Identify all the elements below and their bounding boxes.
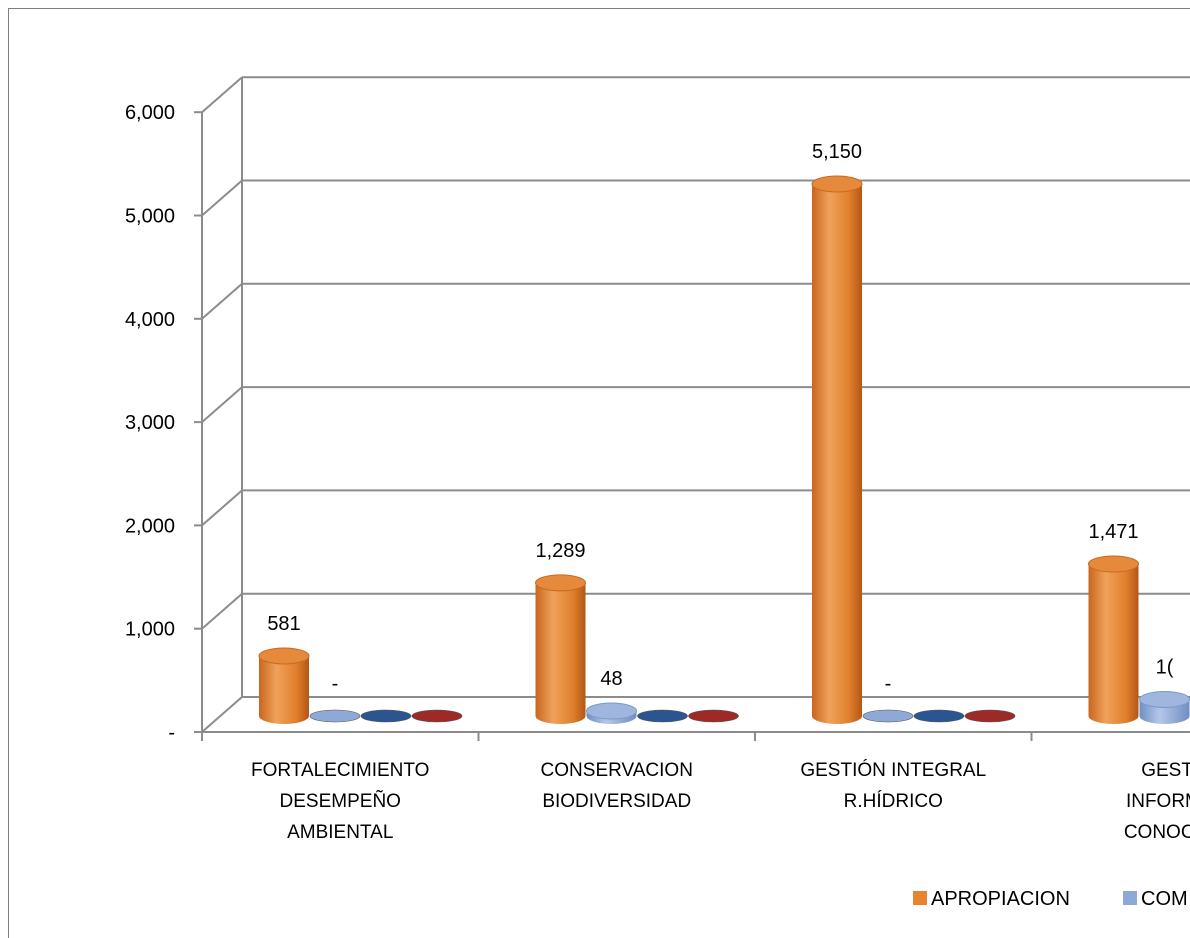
- gridline-side: [201, 179, 243, 217]
- bar-top: [1088, 555, 1139, 573]
- bar-com-zero: [309, 709, 361, 723]
- legend: APROPIACION COM: [913, 888, 1188, 910]
- bar-series-3-zero: [913, 709, 965, 723]
- bar-top: [1139, 690, 1190, 708]
- data-label: 5,150: [812, 141, 862, 163]
- data-label: 48: [600, 668, 622, 690]
- x-tick-label: GESTI: [1141, 760, 1190, 781]
- data-label: 1,471: [1088, 521, 1138, 543]
- bar-series-4-zero: [411, 709, 463, 723]
- chart-frame: [8, 8, 1190, 938]
- bar-apropiacion: [535, 582, 586, 724]
- gridline-side: [201, 592, 243, 630]
- bar-series-3-zero: [637, 709, 688, 723]
- y-tick-label: -: [168, 722, 175, 744]
- axes: - 1,000 2,000 3,000 4,000 5,000 6,000 FORTALECI…: [125, 102, 1190, 843]
- y-tick-label: 2,000: [125, 515, 175, 537]
- data-label: -: [885, 673, 892, 695]
- bar-series-4-zero: [964, 709, 1016, 723]
- gridline-side: [201, 489, 243, 527]
- data-label: 1,289: [535, 540, 585, 562]
- bar-top: [535, 574, 586, 592]
- bar-top: [811, 175, 863, 193]
- y-tick-label: 6,000: [125, 102, 175, 124]
- legend-label: APROPIACION: [931, 888, 1070, 910]
- bar-apropiacion: [812, 184, 862, 724]
- legend-swatch: [1123, 891, 1137, 905]
- x-tick-label: R.HÍDRICO: [844, 791, 943, 812]
- bar-top: [586, 702, 637, 720]
- bar-apropiacion: [1088, 564, 1139, 724]
- x-tick-label: CONSERVACION: [541, 760, 693, 781]
- data-label: 581: [267, 613, 300, 635]
- gridline-side: [201, 386, 243, 423]
- gridline-side: [201, 76, 243, 113]
- plot-area: [258, 175, 1190, 724]
- bar-series-4-zero: [688, 709, 739, 723]
- y-tick-label: 5,000: [125, 206, 175, 228]
- legend-label: COM: [1141, 888, 1188, 910]
- x-tick-label: INFORMA: [1126, 791, 1190, 812]
- x-tick-label: CONOCIM: [1124, 822, 1190, 843]
- y-tick-label: 1,000: [125, 619, 175, 641]
- x-tick-label: DESEMPEÑO: [280, 790, 401, 812]
- data-label: 1(: [1156, 656, 1174, 678]
- data-label: -: [332, 673, 339, 695]
- y-tick-label: 3,000: [125, 412, 175, 434]
- gridline-side: [201, 696, 243, 733]
- x-tick-label: BIODIVERSIDAD: [542, 791, 691, 812]
- x-tick-label: AMBIENTAL: [287, 822, 393, 843]
- x-tick-label: FORTALECIMIENTO: [251, 760, 429, 781]
- bar-apropiacion: [259, 655, 309, 724]
- labels: 581 1,289 5,150 1,471 - 48 - 1(: [267, 141, 1173, 695]
- bar-series-3-zero: [360, 709, 412, 723]
- bar-com-zero: [862, 709, 914, 723]
- legend-swatch: [913, 891, 927, 905]
- gridlines: [201, 76, 1190, 733]
- y-tick-label: 4,000: [125, 309, 175, 331]
- bar-top: [258, 647, 310, 665]
- gridline-side: [201, 283, 243, 320]
- x-tick-label: GESTIÓN INTEGRAL: [800, 759, 986, 781]
